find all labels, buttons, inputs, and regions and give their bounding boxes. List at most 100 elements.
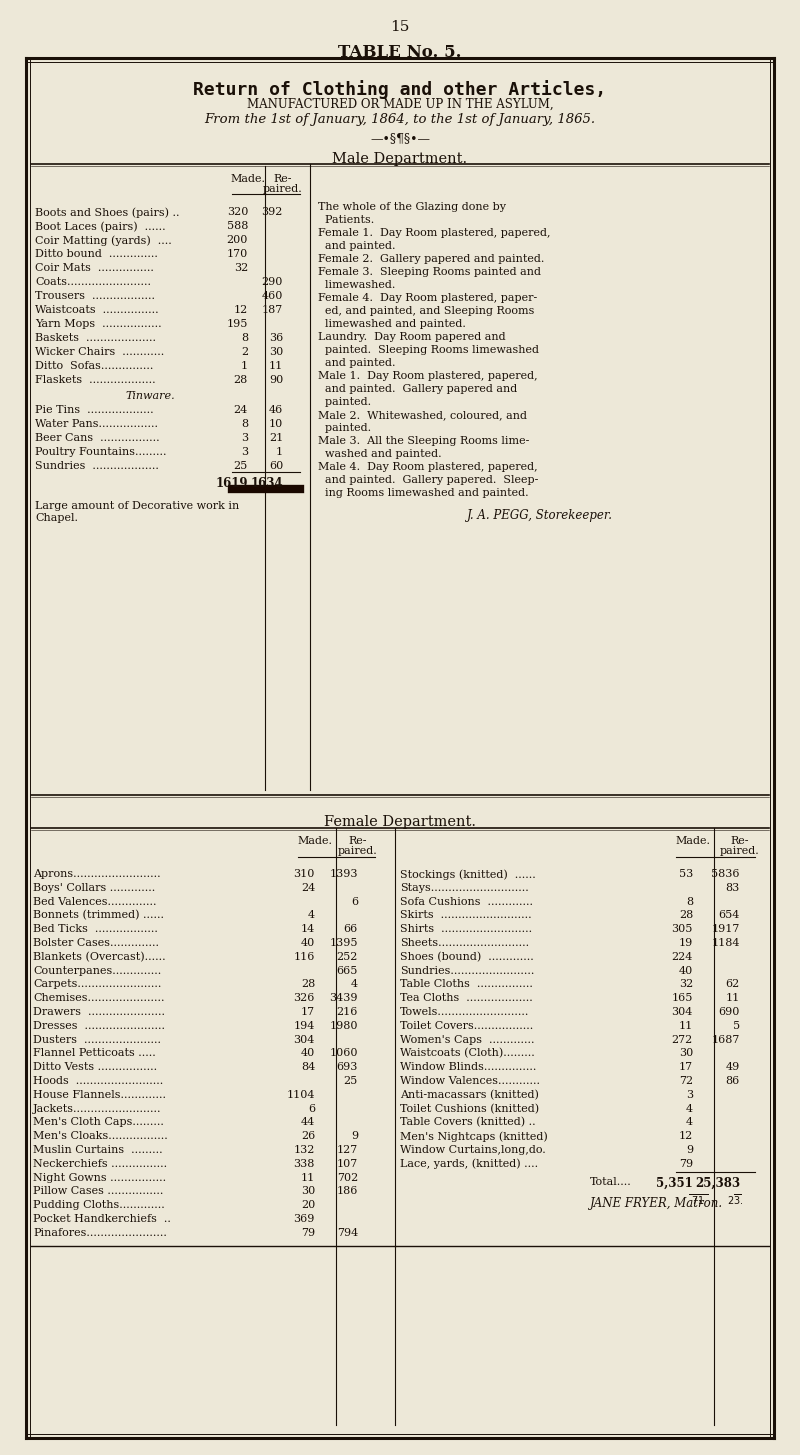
Text: limewashed.: limewashed. (318, 279, 395, 290)
Text: 86: 86 (726, 1077, 740, 1085)
Text: Jackets.........................: Jackets......................... (33, 1103, 162, 1113)
Text: Female 3.  Sleeping Rooms painted and: Female 3. Sleeping Rooms painted and (318, 268, 541, 276)
Text: Men's Cloth Caps.........: Men's Cloth Caps......... (33, 1117, 164, 1128)
Text: 693: 693 (337, 1062, 358, 1072)
Text: 1104: 1104 (286, 1090, 315, 1100)
Text: paired.: paired. (720, 845, 760, 856)
Text: 84: 84 (301, 1062, 315, 1072)
Text: 11: 11 (678, 1021, 693, 1030)
Text: 40: 40 (678, 966, 693, 976)
Text: Pudding Cloths.............: Pudding Cloths............. (33, 1200, 165, 1211)
Text: Total....: Total.... (590, 1177, 632, 1187)
Text: Tea Cloths  ...................: Tea Cloths ................... (400, 994, 533, 1002)
Text: Female 1.  Day Room plastered, papered,: Female 1. Day Room plastered, papered, (318, 228, 550, 239)
Text: and painted.: and painted. (318, 358, 395, 368)
Text: 53: 53 (678, 869, 693, 879)
Text: 310: 310 (294, 869, 315, 879)
Text: Coir Mats  ................: Coir Mats ................ (35, 263, 154, 274)
Text: 21: 21 (269, 434, 283, 442)
Text: 195: 195 (226, 319, 248, 329)
Text: 127: 127 (337, 1145, 358, 1155)
Text: Large amount of Decorative work in: Large amount of Decorative work in (35, 501, 239, 511)
Text: 1: 1 (241, 361, 248, 371)
Text: Blankets (Overcast)......: Blankets (Overcast)...... (33, 952, 166, 962)
Text: Men's Nightcaps (knitted): Men's Nightcaps (knitted) (400, 1131, 548, 1142)
Text: Men's Cloaks.................: Men's Cloaks................. (33, 1131, 168, 1141)
Text: 24: 24 (234, 404, 248, 415)
Text: 10: 10 (269, 419, 283, 429)
Text: Night Gowns ................: Night Gowns ................ (33, 1173, 166, 1183)
Text: Yarn Mops  .................: Yarn Mops ................. (35, 319, 162, 329)
Text: Drawers  ......................: Drawers ...................... (33, 1007, 165, 1017)
Text: Waistcoats  ................: Waistcoats ................ (35, 306, 158, 314)
Text: Male Department.: Male Department. (333, 151, 467, 166)
Text: Carpets........................: Carpets........................ (33, 979, 162, 989)
Text: Pillow Cases ................: Pillow Cases ................ (33, 1186, 163, 1196)
Text: Female 2.  Gallery papered and painted.: Female 2. Gallery papered and painted. (318, 255, 544, 263)
Text: Bolster Cases..............: Bolster Cases.............. (33, 938, 159, 949)
Text: Window Valences............: Window Valences............ (400, 1077, 540, 1085)
Text: 12: 12 (234, 306, 248, 314)
Text: Towels..........................: Towels.......................... (400, 1007, 530, 1017)
Text: 3439: 3439 (330, 994, 358, 1002)
Text: Toilet Covers.................: Toilet Covers................. (400, 1021, 534, 1030)
Text: 165: 165 (672, 994, 693, 1002)
Text: 8: 8 (241, 333, 248, 343)
Text: Ditto Vests .................: Ditto Vests ................. (33, 1062, 157, 1072)
Text: 224: 224 (672, 952, 693, 962)
Text: 320: 320 (226, 207, 248, 217)
Text: Patients.: Patients. (318, 215, 374, 226)
Text: 3: 3 (241, 447, 248, 457)
Text: 194: 194 (294, 1021, 315, 1030)
Text: ed, and painted, and Sleeping Rooms: ed, and painted, and Sleeping Rooms (318, 306, 534, 316)
Text: Muslin Curtains  .........: Muslin Curtains ......... (33, 1145, 162, 1155)
Text: 25: 25 (234, 461, 248, 471)
Text: 794: 794 (337, 1228, 358, 1238)
Text: 5: 5 (733, 1021, 740, 1030)
Text: 20: 20 (301, 1200, 315, 1211)
Text: 200: 200 (226, 236, 248, 244)
Text: painted.: painted. (318, 423, 371, 434)
Text: Sundries........................: Sundries........................ (400, 966, 534, 976)
Text: Lace, yards, (knitted) ....: Lace, yards, (knitted) .... (400, 1158, 538, 1170)
Text: 107: 107 (337, 1158, 358, 1168)
Text: Sofa Cushions  .............: Sofa Cushions ............. (400, 896, 533, 906)
Text: Skirts  ..........................: Skirts .......................... (400, 911, 532, 921)
Text: Hoods  .........................: Hoods ......................... (33, 1077, 163, 1085)
Text: Trousers  ..................: Trousers .................. (35, 291, 155, 301)
Text: Made.: Made. (675, 837, 710, 845)
Text: Boot Laces (pairs)  ......: Boot Laces (pairs) ...... (35, 221, 166, 231)
Text: Male 2.  Whitewashed, coloured, and: Male 2. Whitewashed, coloured, and (318, 410, 527, 420)
Text: 24: 24 (301, 883, 315, 893)
Text: 6: 6 (308, 1103, 315, 1113)
Text: Women's Caps  .............: Women's Caps ............. (400, 1035, 534, 1045)
Text: 8: 8 (686, 896, 693, 906)
Text: paired.: paired. (263, 183, 303, 194)
Text: 460: 460 (262, 291, 283, 301)
Text: painted.: painted. (318, 397, 371, 407)
Text: Male 4.  Day Room plastered, papered,: Male 4. Day Room plastered, papered, (318, 463, 538, 471)
Text: 3: 3 (686, 1090, 693, 1100)
Text: 32: 32 (678, 979, 693, 989)
Text: Anti-macassars (knitted): Anti-macassars (knitted) (400, 1090, 539, 1100)
Text: Shirts  ..........................: Shirts .......................... (400, 924, 532, 934)
Text: 272: 272 (672, 1035, 693, 1045)
Text: Re-: Re- (730, 837, 750, 845)
Text: 4: 4 (686, 1103, 693, 1113)
Text: 4: 4 (308, 911, 315, 921)
Text: 11: 11 (301, 1173, 315, 1183)
Text: 5836: 5836 (711, 869, 740, 879)
Text: Bonnets (trimmed) ......: Bonnets (trimmed) ...... (33, 911, 164, 921)
Text: Wicker Chairs  ............: Wicker Chairs ............ (35, 346, 164, 356)
Text: 66: 66 (344, 924, 358, 934)
Text: 30: 30 (269, 346, 283, 356)
Text: 49: 49 (726, 1062, 740, 1072)
Text: 60: 60 (269, 461, 283, 471)
Text: Neckerchiefs ................: Neckerchiefs ................ (33, 1158, 167, 1168)
Text: and painted.: and painted. (318, 242, 395, 252)
Text: 326: 326 (294, 994, 315, 1002)
Text: 1619: 1619 (215, 477, 248, 490)
Text: Water Pans.................: Water Pans................. (35, 419, 158, 429)
Text: Poultry Fountains.........: Poultry Fountains......... (35, 447, 166, 457)
Text: 116: 116 (294, 952, 315, 962)
